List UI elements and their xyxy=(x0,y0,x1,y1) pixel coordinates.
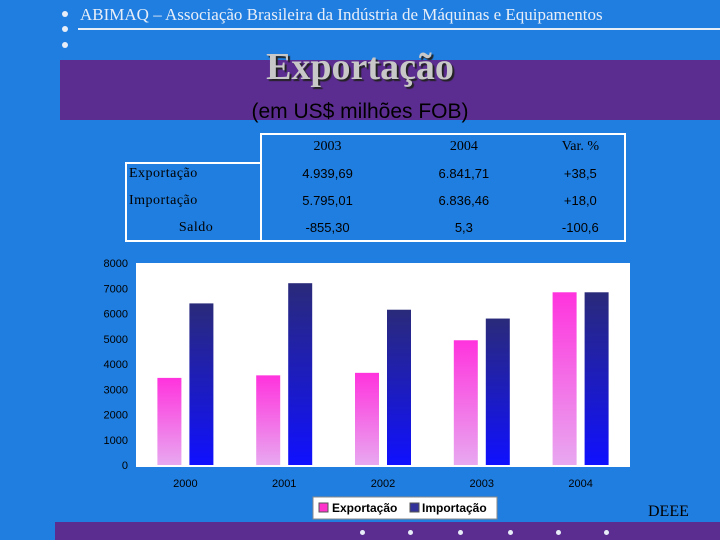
bar-exportacao-2003 xyxy=(453,340,478,465)
x-tick-label: 2000 xyxy=(173,478,197,490)
bar-importacao-2000 xyxy=(189,303,214,465)
bar-importacao-2004 xyxy=(584,292,609,465)
y-tick-label: 0 xyxy=(122,460,128,472)
data-table: 2003 2004 Var. % Exportação 4.939,69 6.8… xyxy=(125,133,625,241)
legend-box xyxy=(312,496,498,520)
legend-label-exportacao: Exportação xyxy=(332,501,397,515)
bullet-dot-3 xyxy=(62,42,68,48)
table-header-cell: Var. % xyxy=(561,138,600,154)
table-cell: +18,0 xyxy=(563,193,597,208)
bar-importacao-2002 xyxy=(387,309,411,465)
legend-swatch-importacao xyxy=(409,502,420,513)
x-tick-label: 2001 xyxy=(272,478,296,490)
table-cell: 5,3 xyxy=(454,220,473,235)
table-row-label: Exportação xyxy=(129,165,198,181)
footer-dot xyxy=(604,530,609,535)
table-cell: 6.841,71 xyxy=(438,166,490,181)
table-header-cell: 2003 xyxy=(313,138,342,154)
footer-dot xyxy=(458,530,463,535)
header-text: ABIMAQ – Associação Brasileira da Indúst… xyxy=(80,5,603,24)
table-row: Importação 5.795,01 6.836,46 +18,0 xyxy=(125,187,625,214)
table-cell: 6.836,46 xyxy=(438,193,490,208)
bar-exportacao-2002 xyxy=(355,372,379,465)
footer-dot xyxy=(408,530,413,535)
bullet-dot-1 xyxy=(62,11,68,17)
table-row: Saldo -855,30 5,3 -100,6 xyxy=(125,214,625,241)
footer-label: DEEE xyxy=(648,503,689,520)
x-tick-label: 2002 xyxy=(371,478,395,490)
x-tick-label: 2003 xyxy=(470,478,494,490)
table-header-cell: 2004 xyxy=(449,138,478,154)
legend-label-importacao: Importação xyxy=(422,501,487,515)
table-row-label: Importação xyxy=(129,192,198,208)
table-box-values xyxy=(260,133,626,242)
y-tick-label: 5000 xyxy=(104,334,128,346)
page-title: Exportação xyxy=(266,46,454,88)
bar-importacao-2003 xyxy=(485,318,510,465)
bullet-dot-2 xyxy=(62,26,68,32)
table-box-labels xyxy=(125,162,260,242)
legend-swatch-exportacao xyxy=(318,502,329,513)
bar-exportacao-2004 xyxy=(552,292,577,465)
table-row-label: Saldo xyxy=(178,219,214,235)
y-tick-label: 1000 xyxy=(104,435,128,447)
y-tick-label: 3000 xyxy=(104,384,128,396)
y-tick-label: 4000 xyxy=(104,359,128,371)
title-band xyxy=(60,60,720,120)
table-header-row: 2003 2004 Var. % xyxy=(125,133,625,160)
table-cell: -100,6 xyxy=(561,220,599,235)
bar-exportacao-2000 xyxy=(157,377,182,465)
footer-dot xyxy=(360,530,365,535)
y-tick-label: 2000 xyxy=(104,410,128,422)
table-cell: +38,5 xyxy=(563,166,597,181)
chart-legend: Exportação Importação xyxy=(312,496,498,520)
table-row: Exportação 4.939,69 6.841,71 +38,5 xyxy=(125,160,625,187)
y-tick-label: 6000 xyxy=(104,309,128,321)
x-tick-label: 2004 xyxy=(568,478,592,490)
table-cell: 5.795,01 xyxy=(302,193,353,208)
footer-band xyxy=(55,522,720,540)
y-tick-label: 8000 xyxy=(104,258,128,270)
y-tick-label: 7000 xyxy=(104,283,128,295)
table-cell: -855,30 xyxy=(305,220,350,235)
footer-dot xyxy=(556,530,561,535)
header-line xyxy=(78,28,720,30)
bar-importacao-2001 xyxy=(288,283,313,465)
page-subtitle: (em US$ milhões FOB) xyxy=(251,100,469,123)
bar-exportacao-2001 xyxy=(256,375,281,465)
footer-dot xyxy=(508,530,513,535)
plot-area xyxy=(136,263,630,467)
table-cell: 4.939,69 xyxy=(302,166,353,181)
